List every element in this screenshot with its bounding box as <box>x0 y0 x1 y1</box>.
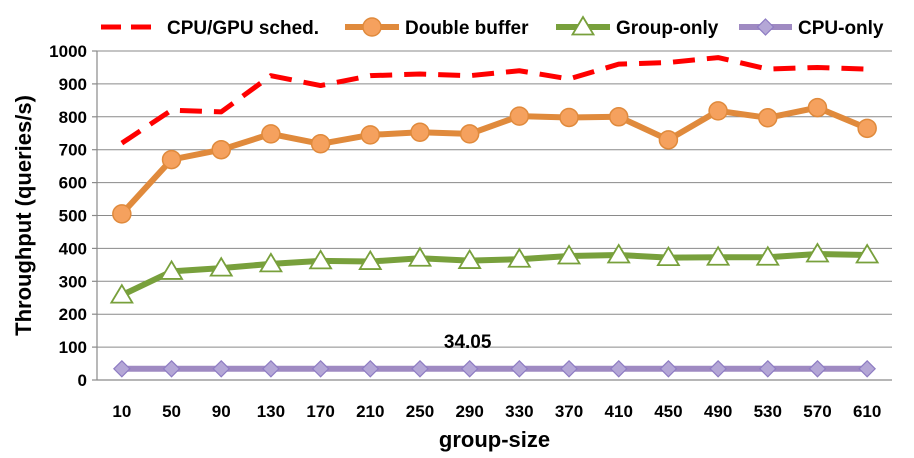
y-tick-label-900: 900 <box>59 75 87 94</box>
data-point-cpu-only-250 <box>411 359 429 378</box>
data-point-cpu-only-290 <box>460 359 479 378</box>
data-point-group-only-50 <box>159 259 184 280</box>
data-point-double-buffer-370 <box>559 107 579 128</box>
data-point-group-only-450 <box>656 245 681 267</box>
y-tick-label-0: 0 <box>78 371 87 390</box>
data-point-group-only-290 <box>457 248 482 269</box>
data-point-double-buffer-570 <box>807 97 828 118</box>
x-tick-label-610: 610 <box>853 402 881 421</box>
data-point-group-only-370 <box>556 244 582 265</box>
data-point-cpu-only-130 <box>262 359 280 378</box>
data-point-group-only-610 <box>855 243 880 264</box>
data-point-cpu-only-530 <box>758 359 777 378</box>
y-tick-label-1000: 1000 <box>49 42 87 61</box>
x-tick-label-330: 330 <box>505 402 533 421</box>
x-tick-label-90: 90 <box>212 402 231 421</box>
x-tick-label-410: 410 <box>605 402 633 421</box>
data-point-double-buffer-90 <box>211 139 231 160</box>
data-point-group-only-170 <box>308 249 333 270</box>
data-point-cpu-only-330 <box>510 359 529 378</box>
data-point-group-only-410 <box>606 243 631 264</box>
data-point-group-only-210 <box>358 249 383 270</box>
data-point-double-buffer-290 <box>459 124 480 144</box>
data-point-group-only-570 <box>805 242 830 263</box>
legend-item-cpu-only: CPU-only <box>739 18 884 39</box>
legend-marker-double-buffer <box>362 17 382 37</box>
data-label-cpu-only: 34.05 <box>444 332 492 353</box>
data-point-group-only-90 <box>209 256 234 277</box>
data-point-group-only-10 <box>109 283 134 304</box>
data-point-cpu-only-450 <box>659 359 678 378</box>
x-tick-label-170: 170 <box>306 402 334 421</box>
data-point-double-buffer-610 <box>857 118 877 139</box>
x-tick-label-290: 290 <box>455 402 483 421</box>
legend-label-group-only: Group-only <box>616 18 719 39</box>
data-point-cpu-only-610 <box>858 359 877 378</box>
data-point-cpu-only-370 <box>560 359 578 378</box>
legend-label-double-buffer: Double buffer <box>405 18 529 39</box>
data-point-double-buffer-130 <box>261 124 281 144</box>
data-point-double-buffer-250 <box>410 122 430 143</box>
x-tick-label-50: 50 <box>162 402 181 421</box>
data-point-double-buffer-490 <box>708 101 728 121</box>
data-point-cpu-only-570 <box>808 359 827 378</box>
data-point-group-only-130 <box>258 252 283 273</box>
series-line-group-only <box>120 250 868 298</box>
x-tick-label-210: 210 <box>356 402 384 421</box>
legend-marker-group-only <box>570 15 596 36</box>
y-tick-label-400: 400 <box>59 239 87 258</box>
data-point-cpu-only-90 <box>212 359 231 378</box>
x-tick-label-130: 130 <box>257 402 285 421</box>
data-point-group-only-250 <box>407 246 433 267</box>
y-tick-label-200: 200 <box>59 305 87 324</box>
legend-label-cpu-gpu-sched: CPU/GPU sched. <box>167 18 319 39</box>
y-tick-label-100: 100 <box>59 338 87 357</box>
data-point-group-only-490 <box>706 245 731 266</box>
y-tick-label-300: 300 <box>59 272 87 291</box>
data-point-group-only-530 <box>755 245 780 266</box>
legend-label-cpu-only: CPU-only <box>798 18 884 39</box>
y-tick-label-500: 500 <box>59 207 87 226</box>
x-tick-label-450: 450 <box>654 402 682 421</box>
x-tick-label-370: 370 <box>555 402 583 421</box>
x-tick-label-490: 490 <box>704 402 732 421</box>
x-tick-label-10: 10 <box>112 402 131 421</box>
data-point-double-buffer-330 <box>509 106 530 126</box>
data-point-double-buffer-450 <box>658 130 679 150</box>
data-point-cpu-only-50 <box>162 359 181 378</box>
data-point-cpu-only-210 <box>361 359 380 378</box>
data-point-double-buffer-10 <box>112 204 132 224</box>
x-tick-label-570: 570 <box>803 402 831 421</box>
data-point-double-buffer-50 <box>161 149 182 170</box>
y-tick-label-600: 600 <box>59 174 87 193</box>
x-tick-label-250: 250 <box>406 402 434 421</box>
data-point-double-buffer-170 <box>310 134 331 154</box>
legend-marker-cpu-only <box>756 18 775 36</box>
data-point-cpu-only-410 <box>609 359 628 378</box>
data-point-double-buffer-210 <box>360 125 381 145</box>
y-tick-label-700: 700 <box>59 141 87 160</box>
y-tick-label-800: 800 <box>59 108 87 127</box>
data-point-cpu-only-170 <box>311 359 330 378</box>
data-point-cpu-only-10 <box>112 359 131 378</box>
legend-item-cpu-gpu-sched: CPU/GPU sched. <box>101 18 319 39</box>
x-tick-label-530: 530 <box>754 402 782 421</box>
data-point-double-buffer-530 <box>758 108 778 128</box>
series-line-cpu-gpu-sched <box>120 55 868 146</box>
legend-item-double-buffer: Double buffer <box>345 17 529 39</box>
x-axis-title: group-size <box>439 427 550 452</box>
data-point-cpu-only-490 <box>709 359 727 378</box>
legend-item-group-only: Group-only <box>556 15 719 39</box>
data-point-group-only-330 <box>507 247 532 268</box>
y-axis-title: Throughput (queries/s) <box>11 95 36 336</box>
series-line-double-buffer <box>119 104 869 216</box>
data-point-double-buffer-410 <box>608 107 629 127</box>
